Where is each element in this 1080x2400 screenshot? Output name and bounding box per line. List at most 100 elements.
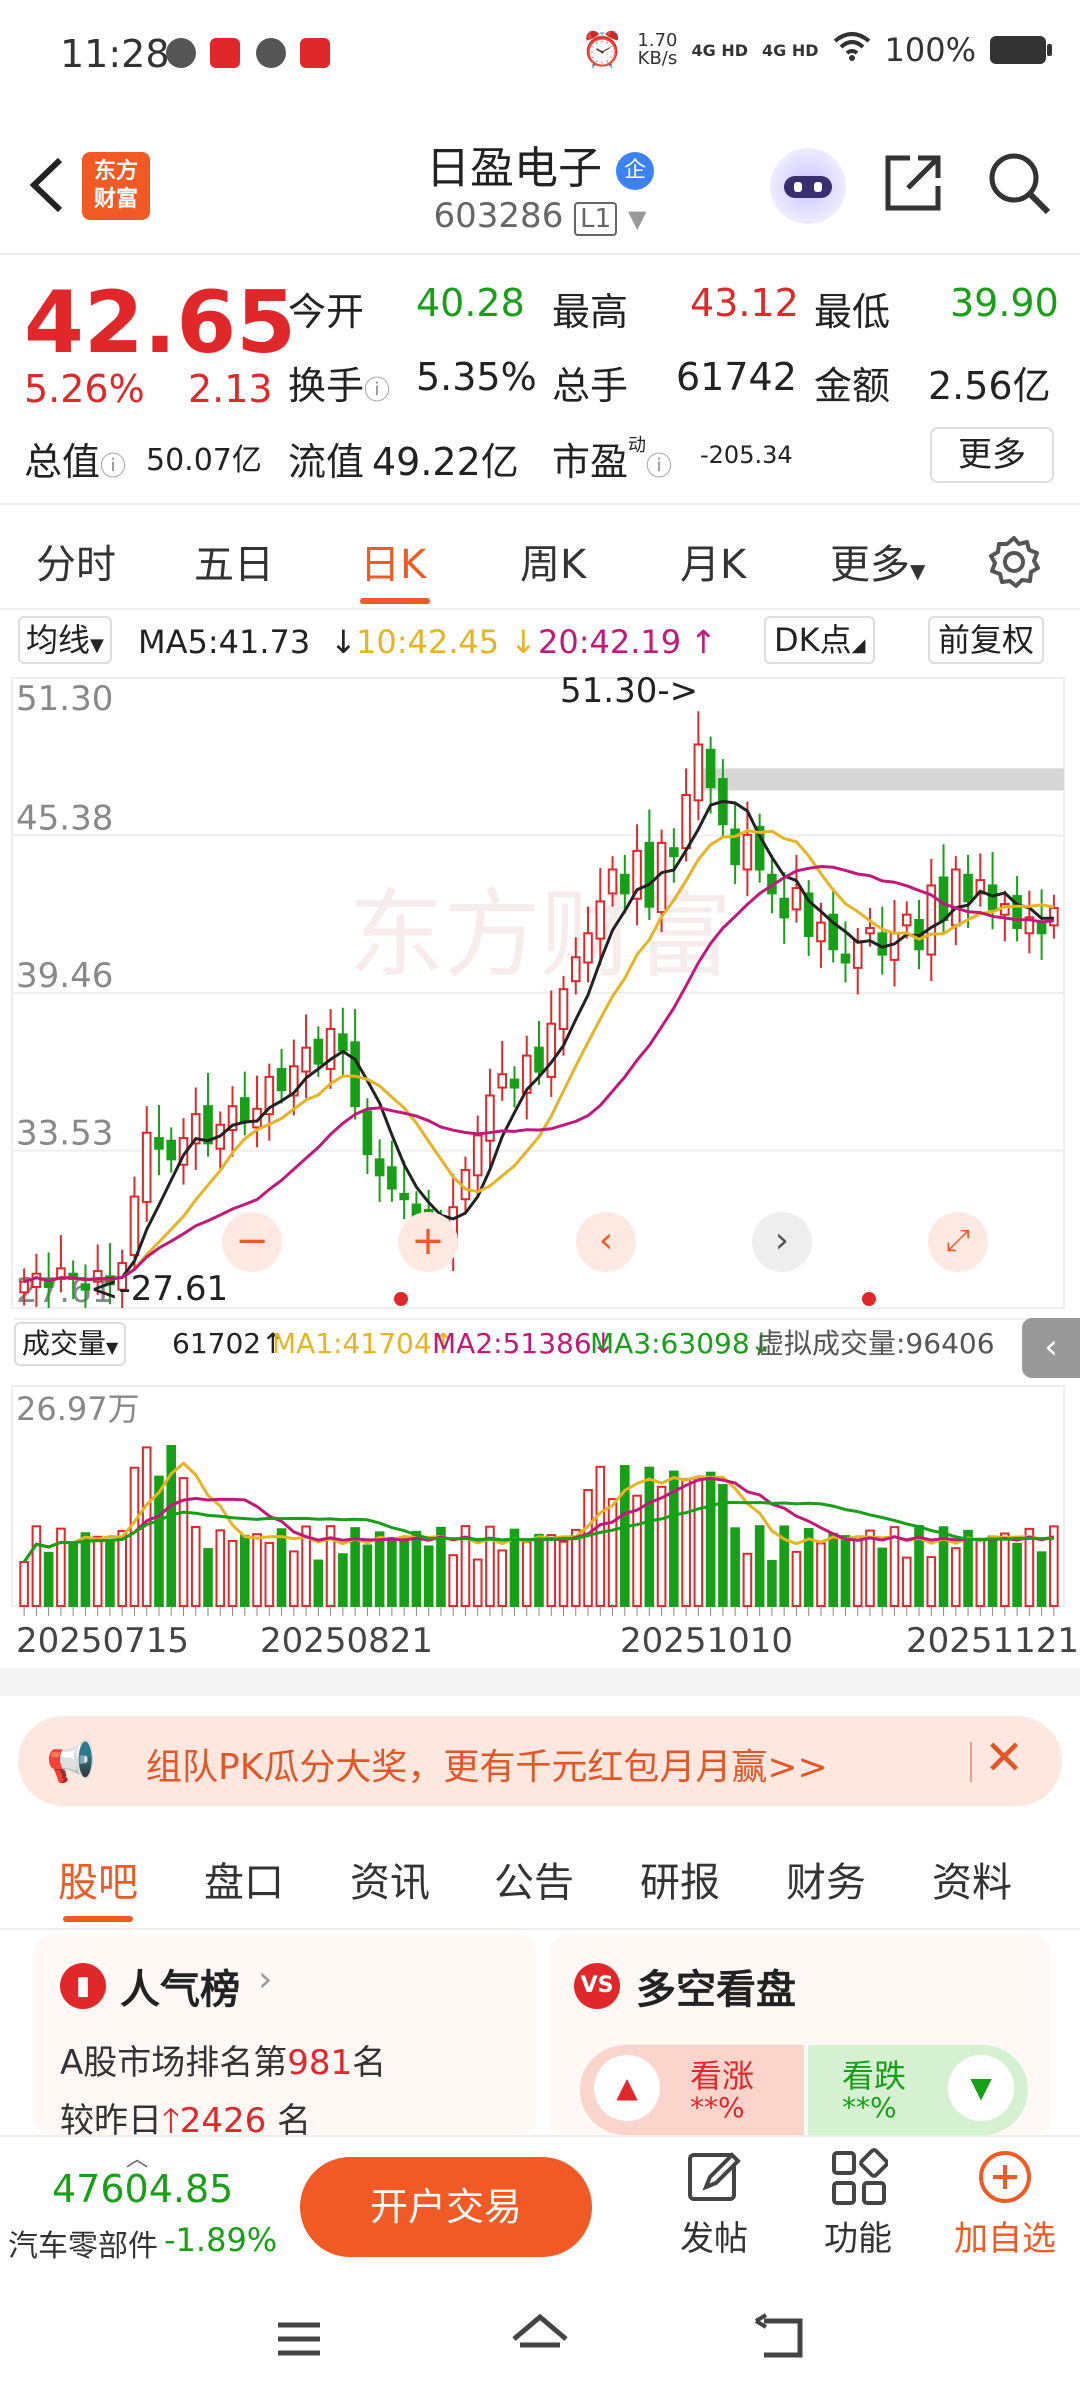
- tab-announcements[interactable]: 公告: [494, 1860, 574, 1906]
- adjust-button[interactable]: 前复权: [928, 616, 1045, 664]
- high-label: 最高: [552, 290, 629, 334]
- volume-bar-up: [190, 1526, 201, 1607]
- info-icon[interactable]: ⓘ: [646, 452, 673, 482]
- share-icon: [885, 155, 941, 211]
- candle-up: [681, 794, 691, 850]
- amount-value: 2.56亿: [928, 364, 1051, 408]
- period-tabs: 分时 五日 日K 周K 月K 更多▼: [0, 510, 1080, 610]
- y-tick-label: 33.53: [16, 1114, 113, 1154]
- menu-icon[interactable]: [274, 2319, 324, 2359]
- ai-assistant-icon[interactable]: [770, 148, 846, 224]
- tab-daily-k[interactable]: 日K: [360, 532, 430, 604]
- banner-divider: [970, 1742, 972, 1782]
- tab-research[interactable]: 研报: [640, 1860, 720, 1906]
- search-button[interactable]: [986, 150, 1052, 216]
- vol-ma3: MA3:63098↓: [590, 1327, 774, 1360]
- vol-ma1-line: [22, 1461, 1055, 1563]
- candle-up: [558, 988, 569, 1031]
- stock-code-row[interactable]: 603286 L1 ▼: [0, 196, 1080, 236]
- next-button[interactable]: ›: [752, 1212, 812, 1272]
- back-button[interactable]: [22, 150, 72, 220]
- tab-guba[interactable]: 股吧: [58, 1850, 138, 1922]
- fullscreen-button[interactable]: ⤢: [928, 1212, 988, 1272]
- candle-up: [31, 1272, 42, 1288]
- zoom-out-button[interactable]: −: [222, 1212, 282, 1272]
- y-tick-label: 45.38: [16, 798, 113, 838]
- more-button[interactable]: 更多: [930, 427, 1054, 483]
- tab-more[interactable]: 更多▼: [830, 532, 925, 590]
- bull-button[interactable]: ▲ 看涨 **%: [580, 2045, 804, 2135]
- chart-header-row: 均线▼ MA5:41.73 ↓ 10:42.45 ↓ 20:42.19 ↑ DK…: [14, 616, 1066, 668]
- post-button[interactable]: 发帖: [664, 2147, 764, 2267]
- status-bar: 11:28 ⏰ 1.70 KB/s 4G HD 4G HD 100%: [0, 0, 1080, 110]
- share-button[interactable]: [880, 150, 946, 216]
- popularity-card[interactable]: ▮ 人气榜 › A股市场排名第981名 较昨日🡑2426 名: [34, 1935, 536, 2135]
- chart-settings-button[interactable]: [986, 534, 1042, 590]
- marker-dot: [394, 1292, 408, 1306]
- tab-financials[interactable]: 财务: [786, 1860, 866, 1906]
- volume-bar-up: [865, 1529, 875, 1607]
- turnover-value: 5.35%: [416, 355, 537, 399]
- volume-bar-down: [828, 1532, 839, 1607]
- tab-intraday[interactable]: 分时: [36, 542, 116, 588]
- app-notification-icon: [210, 38, 240, 68]
- close-icon[interactable]: ✕: [984, 1730, 1025, 1786]
- candle-up: [570, 956, 581, 983]
- volume-bar-up: [31, 1525, 42, 1607]
- price-band: [700, 768, 1064, 791]
- open-label: 今开: [288, 290, 365, 334]
- tab-profile[interactable]: 资料: [932, 1860, 1012, 1906]
- candle-up: [227, 1105, 238, 1132]
- bear-button[interactable]: 看跌 **% ▼: [808, 2045, 1028, 2135]
- volume-max-label: 26.97万: [16, 1390, 140, 1428]
- add-watchlist-button[interactable]: 加自选: [940, 2147, 1070, 2267]
- ma5-line: [23, 799, 1054, 1284]
- sector-index[interactable]: ︿ 47604.85 汽车零部件 -1.89%: [0, 2137, 290, 2277]
- candle-up: [19, 1280, 29, 1294]
- change-percent: 5.26%: [24, 367, 145, 411]
- chart-bottom-shade: [0, 1668, 1080, 1696]
- volume-bar-up: [546, 1534, 557, 1607]
- back-nav-icon[interactable]: [752, 2313, 808, 2363]
- tab-order-book[interactable]: 盘口: [204, 1860, 284, 1906]
- kline-chart[interactable]: 东方财富51.3045.3839.4633.5327.6151.30-><-27…: [0, 668, 1080, 1368]
- volume-chart[interactable]: 26.97万 20250715 20250821 20251010 20251121: [0, 1376, 1080, 1696]
- prev-button[interactable]: ‹: [576, 1212, 636, 1272]
- volume-bar-up: [19, 1561, 29, 1607]
- tab-more-label: 更多: [830, 542, 910, 588]
- signal-icon-2: 4G HD: [762, 40, 819, 60]
- ma-selector[interactable]: 均线▼: [18, 616, 112, 664]
- sector-index-value: 47604.85: [52, 2167, 234, 2211]
- tab-weekly-k[interactable]: 周K: [520, 542, 587, 588]
- dk-point-button[interactable]: DK点◢: [764, 616, 876, 664]
- bull-bear-card[interactable]: VS 多空看盘 ▲ 看涨 **% 看跌 **% ▼: [550, 1935, 1050, 2135]
- sector-change: -1.89%: [164, 2221, 278, 2259]
- zoom-in-button[interactable]: +: [398, 1212, 458, 1272]
- candle-down: [239, 1097, 250, 1124]
- current-price: 42.65: [24, 273, 297, 373]
- tab-guba-label: 股吧: [58, 1860, 138, 1906]
- functions-button[interactable]: 功能: [808, 2147, 908, 2267]
- tab-five-day[interactable]: 五日: [194, 542, 274, 588]
- rank-change-prefix: 较昨日: [60, 2101, 162, 2135]
- info-icon[interactable]: ⓘ: [364, 376, 391, 406]
- tab-news[interactable]: 资讯: [350, 1860, 430, 1906]
- bull-label: 看涨: [690, 2057, 755, 2095]
- collapse-panel-button[interactable]: ‹: [1022, 1318, 1080, 1378]
- candle-down: [669, 847, 679, 858]
- volume-selector[interactable]: 成交量▼: [14, 1322, 127, 1366]
- caret-down-icon: ▼: [90, 635, 104, 656]
- volume-bar-up: [1024, 1527, 1035, 1607]
- volume-bar-up: [448, 1554, 458, 1608]
- max-price-annotation: 51.30->: [560, 671, 698, 711]
- home-icon[interactable]: [508, 2309, 572, 2365]
- volume-bar-up: [227, 1539, 238, 1607]
- tab-monthly-k[interactable]: 月K: [680, 542, 747, 588]
- open-account-trade-button[interactable]: 开户交易: [300, 2157, 592, 2257]
- change-amount: 2.13: [188, 367, 273, 411]
- volume-bar-down: [1012, 1542, 1022, 1607]
- info-icon[interactable]: ⓘ: [100, 452, 127, 482]
- date-tick-label: 20251121: [906, 1621, 1079, 1661]
- promo-banner[interactable]: 📢 组队PK瓜分大奖，更有千元红包月月赢>> ✕: [18, 1716, 1062, 1806]
- battery-percent: 100%: [884, 31, 976, 69]
